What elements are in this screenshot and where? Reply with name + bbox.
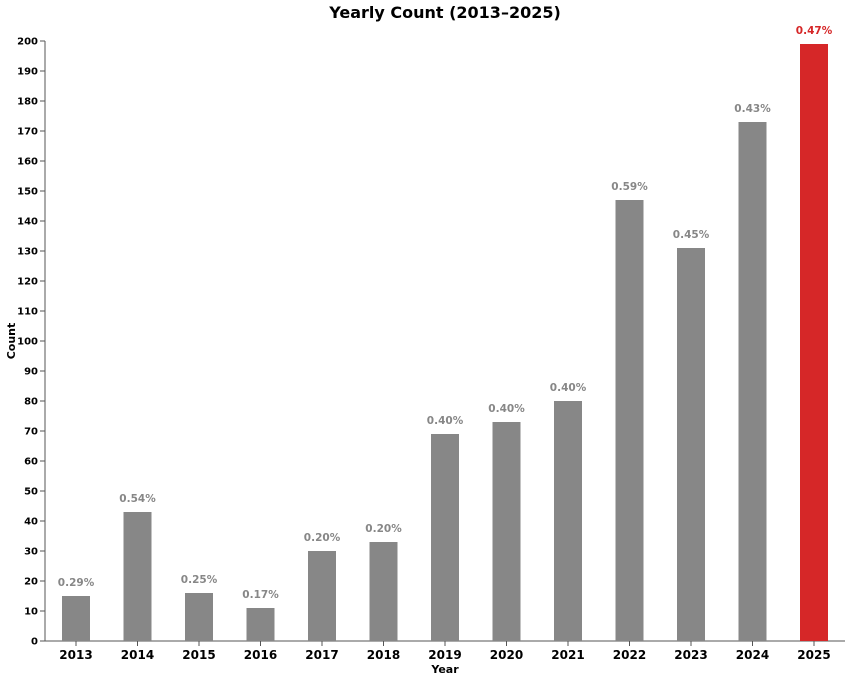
bar-data-label: 0.29% (58, 577, 95, 589)
y-tick-label: 200 (17, 37, 38, 48)
data-labels: 0.29% 0.54% 0.25% 0.17% 0.20% 0.20% 0.40% 0.40%… (58, 25, 833, 601)
y-tick-label: 180 (17, 97, 38, 108)
y-tick-label: 160 (17, 157, 38, 168)
x-tick-label: 2019 (428, 648, 461, 662)
x-tick-label: 2020 (490, 648, 523, 662)
x-tick-label: 2025 (797, 648, 830, 662)
x-tick-label: 2015 (182, 648, 215, 662)
x-tick-label: 2023 (674, 648, 707, 662)
y-tick-label: 170 (17, 127, 38, 138)
x-tick-label: 2016 (244, 648, 277, 662)
bars (62, 44, 828, 641)
bar (246, 608, 275, 641)
bar-data-label: 0.59% (611, 181, 648, 193)
y-tick-label: 20 (24, 577, 38, 588)
bar (554, 401, 582, 641)
bar-data-label: 0.45% (673, 229, 710, 241)
y-tick-label: 100 (17, 337, 38, 348)
x-tick-label: 2013 (59, 648, 92, 662)
y-tick-label: 10 (24, 607, 38, 618)
x-axis-title: Year (430, 663, 459, 676)
bar-data-label: 0.20% (304, 532, 341, 544)
y-axis: 0 10 20 30 40 50 60 70 80 90 100 110 120 130 140 150 160… (17, 37, 46, 648)
bar (492, 422, 521, 641)
y-tick-label: 60 (24, 457, 38, 468)
chart-title: Yearly Count (2013–2025) (328, 3, 561, 22)
x-tick-label: 2017 (305, 648, 338, 662)
y-tick-label: 90 (24, 367, 38, 378)
bar-data-label: 0.40% (550, 382, 587, 394)
bar (431, 434, 459, 641)
bar (308, 551, 336, 641)
y-tick-label: 30 (24, 547, 38, 558)
bar (123, 512, 152, 641)
y-tick-label: 70 (24, 427, 38, 438)
x-tick-label: 2024 (736, 648, 769, 662)
bar (185, 593, 213, 641)
bar (738, 122, 767, 641)
bar (62, 596, 90, 641)
x-tick-label: 2021 (551, 648, 584, 662)
y-tick-label: 110 (17, 307, 38, 318)
x-tick-label: 2018 (367, 648, 400, 662)
bar-data-label: 0.25% (181, 574, 218, 586)
x-axis: 2013 2014 2015 2016 2017 2018 2019 2020 2021 2022… (45, 640, 845, 662)
y-tick-label: 140 (17, 217, 38, 228)
bar-data-label: 0.40% (427, 415, 464, 427)
y-tick-label: 40 (24, 517, 38, 528)
x-tick-label: 2022 (613, 648, 646, 662)
bar-data-label: 0.20% (365, 523, 402, 535)
y-tick-label: 130 (17, 247, 38, 258)
bar-data-label: 0.40% (488, 403, 525, 415)
y-tick-label: 120 (17, 277, 38, 288)
x-tick-label: 2014 (121, 648, 154, 662)
bar (369, 542, 398, 641)
y-tick-label: 150 (17, 187, 38, 198)
bar-data-label: 0.43% (734, 103, 771, 115)
bar (615, 200, 644, 641)
y-tick-label: 50 (24, 487, 38, 498)
bar (800, 44, 828, 641)
y-axis-title: Count (5, 323, 18, 360)
bar-data-label: 0.54% (119, 493, 156, 505)
y-tick-label: 190 (17, 67, 38, 78)
bar-data-label: 0.17% (242, 589, 279, 601)
bar-data-label: 0.47% (796, 25, 833, 37)
bar (677, 248, 705, 641)
y-tick-label: 80 (24, 397, 38, 408)
y-tick-label: 0 (31, 637, 38, 648)
